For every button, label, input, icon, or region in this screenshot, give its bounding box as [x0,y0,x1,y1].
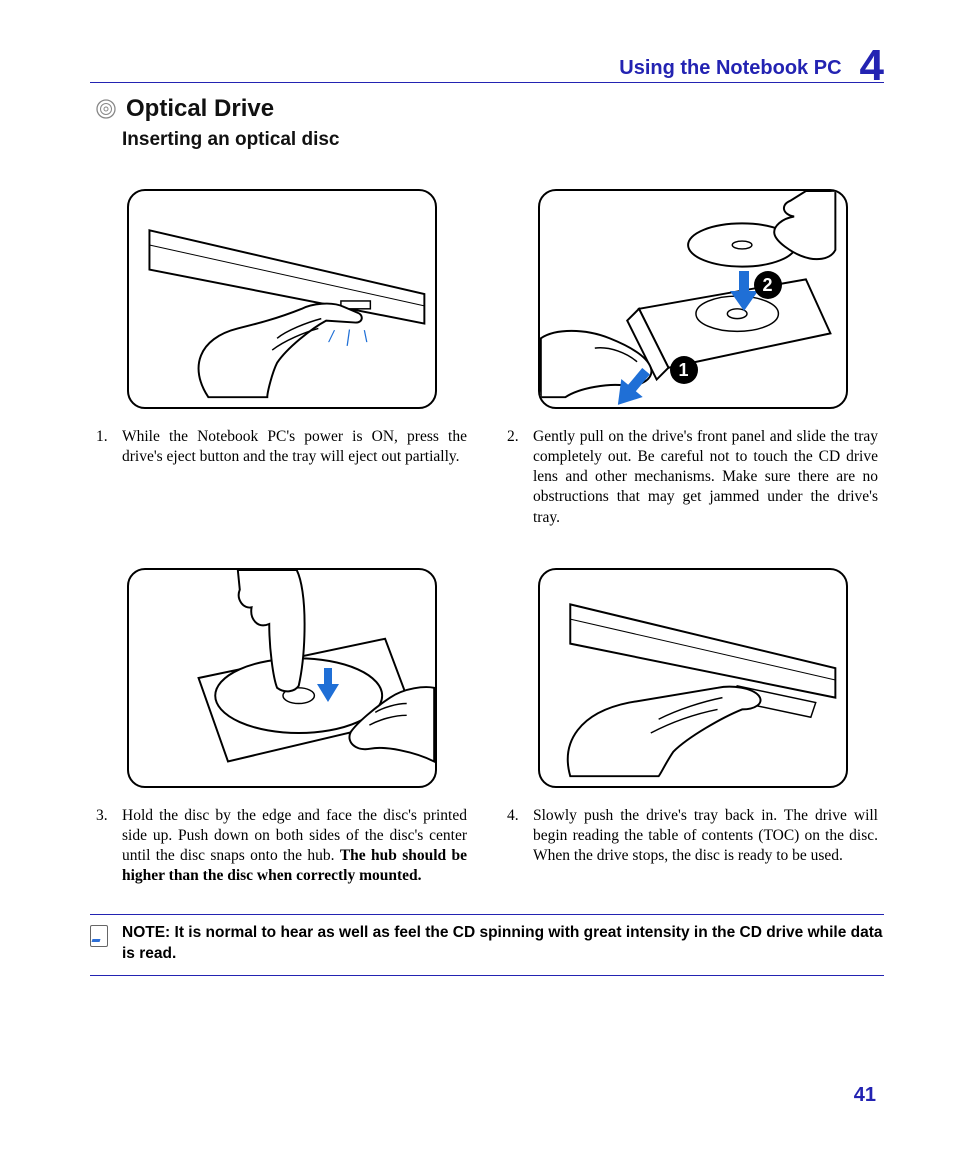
step-4: 4. Slowly push the drive's tray back in.… [501,568,884,887]
note-icon [90,925,108,947]
arrow-down-icon [317,668,339,702]
note-box: NOTE: It is normal to hear as well as fe… [90,914,884,976]
steps-grid: / | \ 1. While the Notebook PC's power i… [90,189,884,886]
step-number: 4. [507,806,523,866]
figure-3 [127,568,437,788]
step-number: 3. [96,806,112,887]
page-number: 41 [854,1084,876,1107]
step-number: 2. [507,427,523,528]
chapter-number: 4 [860,46,884,86]
disc-icon [96,99,116,119]
note-label: NOTE: [122,924,170,941]
figure-2: 1 2 [538,189,848,409]
badge-1: 1 [670,356,698,384]
step-number: 1. [96,427,112,467]
note-body: It is normal to hear as well as feel the… [122,924,883,962]
note-text: NOTE: It is normal to hear as well as fe… [122,923,884,965]
badge-2: 2 [754,271,782,299]
step-3-body: Hold the disc by the edge and face the d… [122,806,467,887]
step-1: / | \ 1. While the Notebook PC's power i… [90,189,473,528]
subsection-title: Inserting an optical disc [122,129,884,151]
section-title: Optical Drive [126,95,274,123]
arrow-down-icon [730,271,758,311]
figure-4 [538,568,848,788]
step-2: 1 2 2. Gently pull on the drive's front … [501,189,884,528]
chapter-title: Using the Notebook PC [619,57,841,80]
step-body: While the Notebook PC's power is ON, pre… [122,427,467,467]
figure-1: / | \ [127,189,437,409]
action-spark: / | \ [327,326,373,347]
step-body: Slowly push the drive's tray back in. Th… [533,806,878,866]
chapter-header: Using the Notebook PC 4 [90,40,884,83]
section-block: Optical Drive Inserting an optical disc [90,95,884,151]
step-body: Gently pull on the drive's front panel a… [533,427,878,528]
step-3: 3. Hold the disc by the edge and face th… [90,568,473,887]
